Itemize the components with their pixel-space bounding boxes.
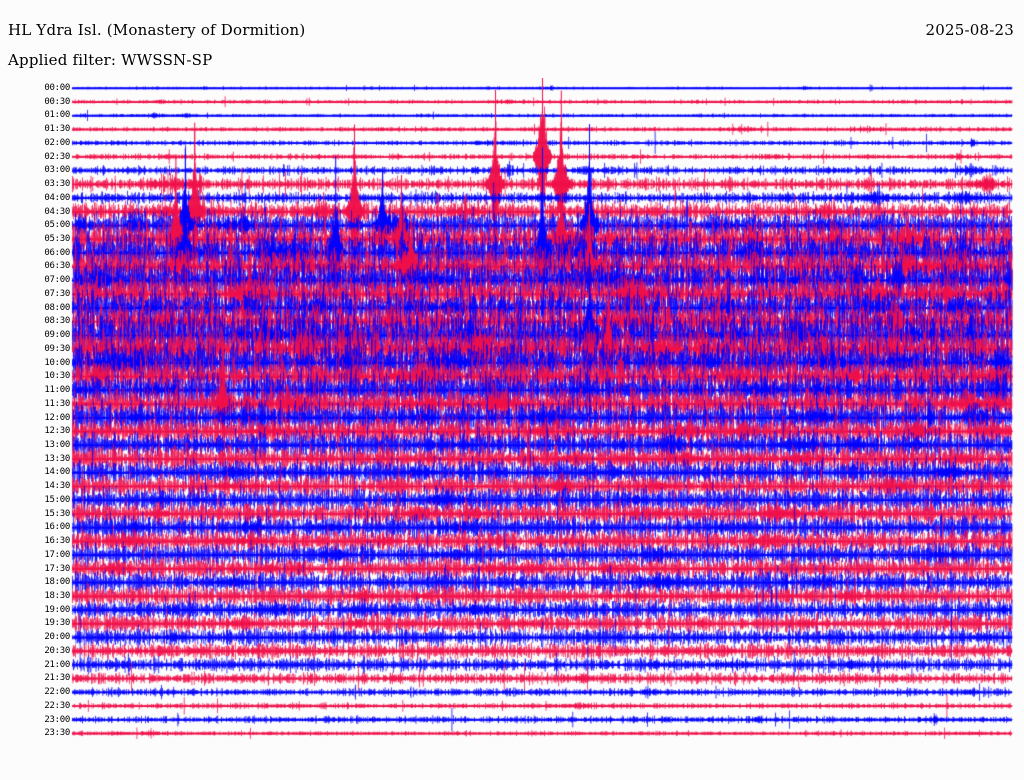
page-title: HL Ydra Isl. (Monastery of Dormition) — [8, 21, 306, 39]
time-tick-1930: 19:30 — [44, 618, 70, 629]
time-tick-0530: 05:30 — [44, 234, 70, 245]
time-tick-1700: 17:00 — [44, 549, 70, 560]
time-tick-1300: 13:00 — [44, 439, 70, 450]
time-tick-2330: 23:30 — [44, 728, 70, 739]
time-tick-1630: 16:30 — [44, 536, 70, 547]
time-tick-1500: 15:00 — [44, 494, 70, 505]
time-tick-2100: 21:00 — [44, 659, 70, 670]
time-tick-0600: 06:00 — [44, 247, 70, 258]
time-tick-2130: 21:30 — [44, 673, 70, 684]
time-tick-0730: 07:30 — [44, 288, 70, 299]
time-tick-0700: 07:00 — [44, 275, 70, 286]
time-tick-0300: 03:00 — [44, 165, 70, 176]
time-tick-2230: 22:30 — [44, 700, 70, 711]
time-tick-0430: 04:30 — [44, 206, 70, 217]
time-tick-1830: 18:30 — [44, 591, 70, 601]
time-tick-1430: 14:30 — [44, 481, 70, 492]
time-tick-0000: 00:00 — [44, 83, 70, 93]
time-tick-1900: 19:00 — [44, 604, 70, 615]
time-tick-1400: 14:00 — [44, 467, 70, 478]
time-tick-0330: 03:30 — [44, 179, 70, 190]
time-tick-0630: 06:30 — [44, 261, 70, 272]
time-tick-0030: 00:30 — [44, 96, 70, 107]
chart-header: HL Ydra Isl. (Monastery of Dormition) 20… — [0, 0, 1024, 78]
time-tick-2200: 22:00 — [44, 687, 70, 698]
applied-filter-label: Applied filter: WWSSN-SP — [8, 51, 213, 69]
time-tick-2000: 20:00 — [44, 632, 70, 643]
time-tick-0800: 08:00 — [44, 302, 70, 313]
time-tick-1530: 15:30 — [44, 508, 70, 519]
time-tick-0130: 01:30 — [44, 124, 70, 135]
time-tick-0900: 09:00 — [44, 330, 70, 341]
time-tick-1330: 13:30 — [44, 453, 70, 464]
time-tick-1600: 16:00 — [44, 522, 70, 533]
time-tick-1230: 12:30 — [44, 426, 70, 437]
time-tick-0930: 09:30 — [44, 343, 70, 354]
time-tick-0230: 02:30 — [44, 151, 70, 162]
time-tick-2300: 23:00 — [44, 714, 70, 725]
seismogram-canvas — [0, 78, 1024, 778]
time-tick-0500: 05:00 — [44, 220, 70, 231]
time-tick-2030: 20:30 — [44, 645, 70, 656]
record-date: 2025-08-23 — [925, 21, 1014, 39]
time-tick-1030: 10:30 — [44, 371, 70, 382]
time-tick-1100: 11:00 — [44, 385, 70, 396]
time-tick-0200: 02:00 — [44, 137, 70, 148]
time-tick-1000: 10:00 — [44, 357, 70, 368]
time-tick-1130: 11:30 — [44, 398, 70, 409]
helicorder-plot: 00:00 00:30 01:00 01:30 02:00 02:30 03:00 03:30… — [0, 78, 1024, 778]
time-tick-0100: 01:00 — [44, 110, 70, 121]
time-tick-0400: 04:00 — [44, 192, 70, 203]
time-tick-1730: 17:30 — [44, 563, 70, 574]
time-tick-1200: 12:00 — [44, 412, 70, 423]
time-tick-0830: 08:30 — [44, 316, 70, 327]
time-tick-1800: 18:00 — [44, 577, 70, 588]
